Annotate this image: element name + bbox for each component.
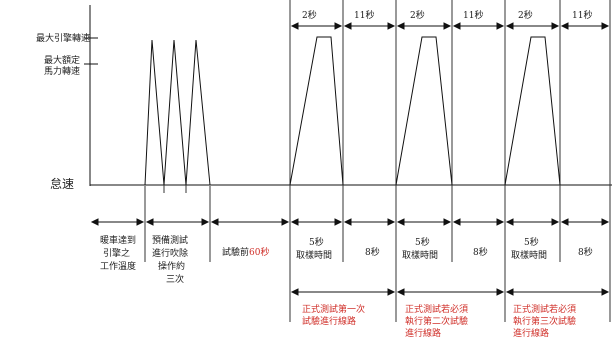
top-duration-1: 2秒 <box>302 9 317 21</box>
test-2-label-line2: 執行第二次試驗 <box>405 315 468 327</box>
phase-pretest: 試驗前60秒 <box>222 246 269 258</box>
cycle-2-hold-label: 取樣時間 <box>402 249 438 261</box>
cycle-1-rest: 8秒 <box>365 246 380 258</box>
cycle-3-hold-label: 取樣時間 <box>511 249 547 261</box>
cycle-2-rest: 8秒 <box>473 246 488 258</box>
top-duration-5: 2秒 <box>518 9 533 21</box>
top-duration-6: 11秒 <box>572 9 592 21</box>
label-idle-speed: 怠速 <box>50 177 74 191</box>
test-1-trace <box>289 36 344 186</box>
purge-spikes-trace <box>144 39 211 186</box>
phase-purge-line4: 三次 <box>166 273 184 285</box>
top-duration-4: 11秒 <box>463 9 483 21</box>
cycle-3-rest: 8秒 <box>578 246 593 258</box>
phase-purge-line2: 進行吹除 <box>152 247 188 259</box>
phase-purge-line3: 操作約 <box>158 260 185 272</box>
test-3-trace <box>504 36 561 186</box>
top-duration-2: 11秒 <box>354 9 374 21</box>
phase-purge-line1: 預備測試 <box>152 234 188 246</box>
test-3-label-line1: 正式測試若必須 <box>513 303 576 315</box>
cycle-2-hold-seconds: 5秒 <box>415 236 430 248</box>
test-1-label-line2: 試驗進行線路 <box>302 315 356 327</box>
cycle-3-hold-seconds: 5秒 <box>524 236 539 248</box>
top-duration-arrows <box>290 22 610 30</box>
phase-warmup-line2: 引擎之 <box>103 247 130 259</box>
test-2-label-line3: 進行線路 <box>405 327 441 339</box>
phase-warmup-line3: 工作溫度 <box>100 260 136 272</box>
label-max-rated-speed-1: 最大額定 <box>44 54 80 66</box>
label-max-rated-speed-2: 馬力轉速 <box>44 65 80 77</box>
test-1-label-line1: 正式測試第一次 <box>302 303 365 315</box>
phase-warmup-line1: 暖車達到 <box>100 234 136 246</box>
cycle-1-hold-seconds: 5秒 <box>309 236 324 248</box>
test-2-label-line1: 正式測試若必須 <box>405 303 468 315</box>
top-duration-3: 2秒 <box>410 9 425 21</box>
test-2-trace <box>395 36 453 186</box>
test-span-arrows <box>290 288 610 296</box>
phase-arrows <box>90 218 610 226</box>
test-3-label-line3: 進行線路 <box>513 327 549 339</box>
label-max-engine-speed: 最大引擎轉速 <box>36 32 90 44</box>
test-3-label-line2: 執行第三次試驗 <box>513 315 576 327</box>
cycle-1-hold-label: 取樣時間 <box>296 249 332 261</box>
